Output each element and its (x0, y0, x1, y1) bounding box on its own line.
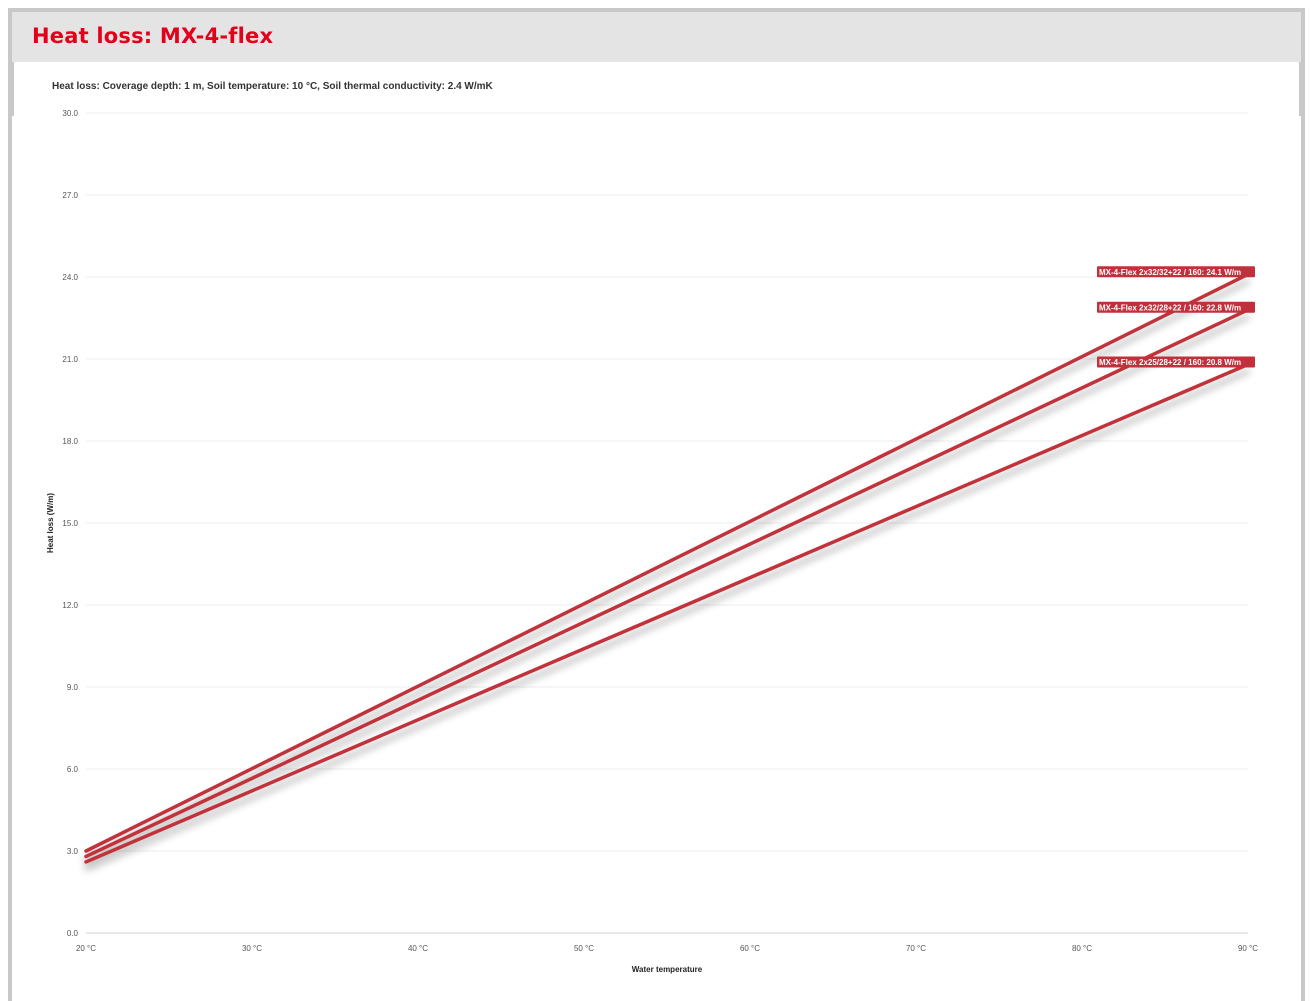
x-tick-label: 90 °C (1238, 944, 1258, 953)
series-line (84, 308, 1250, 859)
x-axis-ticks: 20 °C 30 °C 40 °C 50 °C 60 °C 70 °C 80 °C 90 °C (76, 944, 1258, 953)
series-end-label-text: MX-4-Flex 2x32/32+22 / 160: 24.1 W/m (1099, 268, 1241, 277)
y-tick-label: 27.0 (62, 191, 78, 200)
chart-title: Heat loss: Coverage depth: 1 m, Soil tem… (52, 81, 493, 92)
y-tick-label: 24.0 (62, 273, 78, 282)
y-tick-label: 21.0 (62, 355, 78, 364)
y-tick-label: 6.0 (67, 765, 79, 774)
series-end-label-bg (1097, 356, 1255, 368)
x-tick-label: 30 °C (242, 944, 262, 953)
x-tick-label: 80 °C (1072, 944, 1092, 953)
series-line (84, 362, 1250, 864)
y-axis-title: Heat loss (W/m) (46, 493, 55, 553)
series-end-label-bg (1097, 301, 1255, 313)
x-tick-label: 20 °C (76, 944, 96, 953)
series-line (84, 272, 1250, 853)
series-lines (84, 272, 1250, 864)
series-end-label: MX-4-Flex 2x32/32+22 / 160: 24.1 W/m (1097, 266, 1255, 278)
series-end-label: MX-4-Flex 2x32/28+22 / 160: 22.8 W/m (1097, 301, 1255, 313)
chart-card: Heat loss: MX-4-flex (8, 8, 1305, 1001)
y-tick-label: 3.0 (67, 847, 79, 856)
x-tick-label: 40 °C (408, 944, 428, 953)
series-end-label-text: MX-4-Flex 2x32/28+22 / 160: 22.8 W/m (1099, 303, 1241, 312)
y-tick-label: 30.0 (62, 109, 78, 118)
series-end-label-bg (1097, 266, 1255, 278)
y-tick-label: 9.0 (67, 683, 79, 692)
y-tick-label: 15.0 (62, 519, 78, 528)
series-end-label-text: MX-4-Flex 2x25/28+22 / 160: 20.8 W/m (1099, 358, 1241, 367)
x-tick-label: 50 °C (574, 944, 594, 953)
grid-lines (86, 112, 1248, 934)
y-axis-ticks: 0.0 3.0 6.0 9.0 12.0 15.0 18.0 21.0 24.0 27.0 30.0 (62, 109, 78, 938)
y-tick-label: 12.0 (62, 601, 78, 610)
x-tick-label: 70 °C (906, 944, 926, 953)
series-end-label: MX-4-Flex 2x25/28+22 / 160: 20.8 W/m (1097, 356, 1255, 368)
y-tick-label: 18.0 (62, 437, 78, 446)
series-end-labels: MX-4-Flex 2x32/32+22 / 160: 24.1 W/m MX-4… (1097, 266, 1255, 368)
y-tick-label: 0.0 (67, 929, 79, 938)
x-axis-title: Water temperature (632, 965, 703, 974)
page-title: Heat loss: MX-4-flex (32, 24, 274, 48)
card-header: Heat loss: MX-4-flex (12, 12, 1301, 62)
x-tick-label: 60 °C (740, 944, 760, 953)
